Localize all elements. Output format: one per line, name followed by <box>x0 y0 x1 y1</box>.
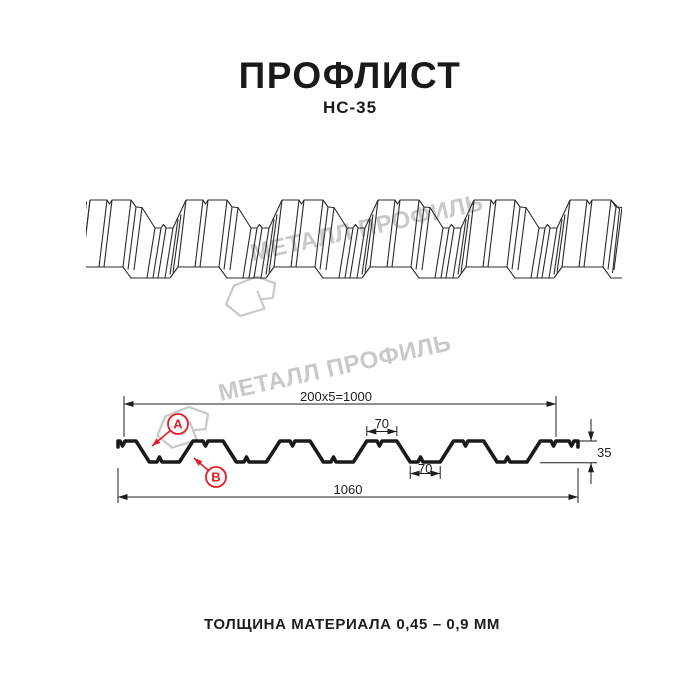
sheet-3d-linework <box>86 199 622 279</box>
profile-outline <box>116 439 580 464</box>
dimension-crest-width <box>366 426 398 436</box>
thickness-note: ТОЛЩИНА МАТЕРИАЛА 0,45 – 0,9 ММ <box>203 616 501 633</box>
callout-a <box>151 413 189 447</box>
dim-label-overall-width: 1060 <box>333 482 363 497</box>
dim-label-module-width: 200x5=1000 <box>300 389 372 404</box>
dim-label-crest-width: 70 <box>374 416 390 431</box>
label-b-letter: B <box>211 469 221 485</box>
product-code: НС-35 <box>322 98 378 117</box>
dimension-module-width <box>123 396 557 437</box>
watermark-logo-icon <box>156 405 210 449</box>
label-a-circle <box>167 413 189 435</box>
dim-label-profile-height: 35 <box>597 445 612 460</box>
dimension-profile-height <box>540 419 597 484</box>
watermark-logo-icon <box>224 275 277 318</box>
label-a-letter: A <box>173 416 183 432</box>
dimension-overall-width <box>117 468 579 503</box>
page-title: ПРОФЛИСТ <box>238 55 462 96</box>
label-b-circle <box>205 466 227 488</box>
dimension-valley-width <box>409 466 441 479</box>
callout-b <box>193 457 227 488</box>
